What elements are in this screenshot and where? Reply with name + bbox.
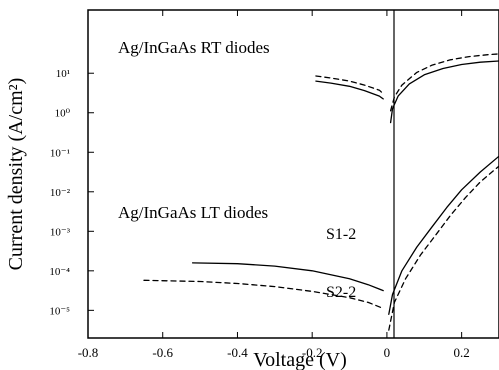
rt-diodes-annotation: Ag/InGaAs RT diodes — [118, 38, 270, 57]
y-axis-ticks: 10¹ 10⁰ 10⁻¹ 10⁻² 10⁻³ 10⁻⁴ 10⁻⁵ — [49, 68, 94, 317]
y-tick-label: 10⁰ — [55, 108, 71, 120]
s1-2-label: S1-2 — [326, 226, 356, 243]
y-tick-label: 10⁻¹ — [50, 147, 70, 159]
series-line-rt-dashed — [389, 53, 499, 112]
lt-diodes-annotation: Ag/InGaAs LT diodes — [118, 203, 268, 222]
series-line-s2-2-dashed — [388, 165, 499, 331]
y-tick-label: 10⁻⁵ — [49, 305, 70, 317]
series-line-rt-dashed — [315, 75, 384, 95]
y-tick-label: 10⁻⁴ — [49, 266, 70, 278]
series-line-s1-2-solid — [388, 155, 499, 315]
y-axis-label: Current density (A/cm²) — [5, 78, 27, 271]
x-tick-label: 0.2 — [454, 345, 470, 360]
y-tick-label: 10⁻² — [50, 187, 71, 199]
x-tick-label: -0.6 — [152, 345, 173, 360]
series-line-rt-solid — [315, 80, 384, 100]
x-tick-label: -0.4 — [227, 345, 248, 360]
s2-2-label: S2-2 — [326, 284, 356, 301]
series-line-s2-2-dashed — [143, 279, 384, 310]
series-line-rt-solid — [389, 60, 499, 124]
x-tick-label: 0 — [384, 345, 391, 360]
x-axis-label: Voltage (V) — [253, 349, 347, 370]
plot-frame — [87, 9, 499, 339]
series-line-s1-2-solid — [191, 262, 384, 292]
x-axis-ticks: -0.8 -0.6 -0.4 -0.2 0 0.2 — [78, 10, 470, 360]
x-tick-label: -0.2 — [302, 345, 323, 360]
y-tick-label: 10¹ — [56, 68, 70, 80]
series-layer — [143, 53, 499, 331]
x-tick-label: -0.8 — [78, 345, 99, 360]
y-tick-label: 10⁻³ — [50, 226, 71, 238]
